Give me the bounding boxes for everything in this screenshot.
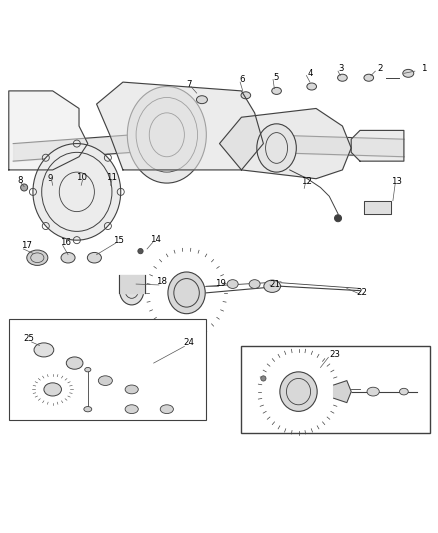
Polygon shape [219, 108, 350, 179]
Text: 11: 11 [105, 173, 117, 182]
Ellipse shape [227, 280, 238, 288]
Polygon shape [350, 131, 403, 161]
Circle shape [260, 376, 265, 381]
Text: 23: 23 [328, 350, 339, 359]
Text: 9: 9 [48, 174, 53, 183]
Text: 21: 21 [268, 280, 279, 288]
Bar [9, 319, 206, 420]
Text: 12: 12 [300, 177, 311, 186]
Ellipse shape [34, 343, 54, 357]
Text: 2: 2 [376, 64, 381, 74]
Circle shape [21, 184, 28, 191]
Ellipse shape [160, 405, 173, 414]
Ellipse shape [119, 277, 144, 305]
Ellipse shape [125, 405, 138, 414]
Ellipse shape [279, 372, 317, 411]
Ellipse shape [167, 272, 205, 314]
Text: 19: 19 [215, 279, 226, 288]
Text: 13: 13 [390, 177, 401, 186]
Text: 14: 14 [150, 235, 161, 244]
Ellipse shape [271, 87, 281, 94]
Circle shape [138, 248, 143, 254]
Ellipse shape [248, 280, 259, 288]
Ellipse shape [337, 74, 346, 81]
Ellipse shape [306, 83, 316, 90]
Polygon shape [96, 82, 263, 170]
Ellipse shape [44, 383, 61, 396]
Text: 15: 15 [113, 236, 124, 245]
Ellipse shape [27, 250, 48, 265]
Text: 18: 18 [155, 277, 167, 286]
Text: 5: 5 [272, 73, 278, 82]
Text: 8: 8 [17, 176, 22, 185]
Ellipse shape [263, 280, 280, 293]
Text: 3: 3 [338, 64, 343, 74]
Bar [241, 345, 429, 433]
Ellipse shape [363, 74, 373, 81]
Polygon shape [364, 200, 390, 214]
Ellipse shape [66, 357, 83, 369]
Ellipse shape [125, 385, 138, 394]
Circle shape [334, 215, 341, 222]
Text: 25: 25 [23, 334, 34, 343]
Text: 7: 7 [186, 80, 191, 89]
Ellipse shape [127, 86, 206, 183]
Ellipse shape [85, 367, 91, 372]
Polygon shape [333, 381, 350, 402]
Ellipse shape [366, 387, 378, 396]
Text: 22: 22 [356, 288, 367, 297]
Text: 10: 10 [75, 173, 87, 182]
Ellipse shape [256, 124, 296, 172]
Ellipse shape [196, 96, 207, 103]
Ellipse shape [402, 69, 413, 77]
Text: 1: 1 [420, 64, 425, 74]
Text: 17: 17 [21, 241, 32, 250]
Text: 16: 16 [60, 238, 71, 247]
Ellipse shape [240, 92, 250, 99]
Polygon shape [9, 91, 88, 170]
Ellipse shape [98, 376, 112, 385]
Ellipse shape [87, 253, 101, 263]
Ellipse shape [399, 389, 407, 395]
Ellipse shape [33, 143, 120, 240]
Text: 4: 4 [307, 69, 312, 78]
Ellipse shape [61, 253, 75, 263]
Text: 6: 6 [239, 76, 244, 84]
Ellipse shape [84, 407, 92, 412]
Text: 24: 24 [183, 337, 194, 346]
